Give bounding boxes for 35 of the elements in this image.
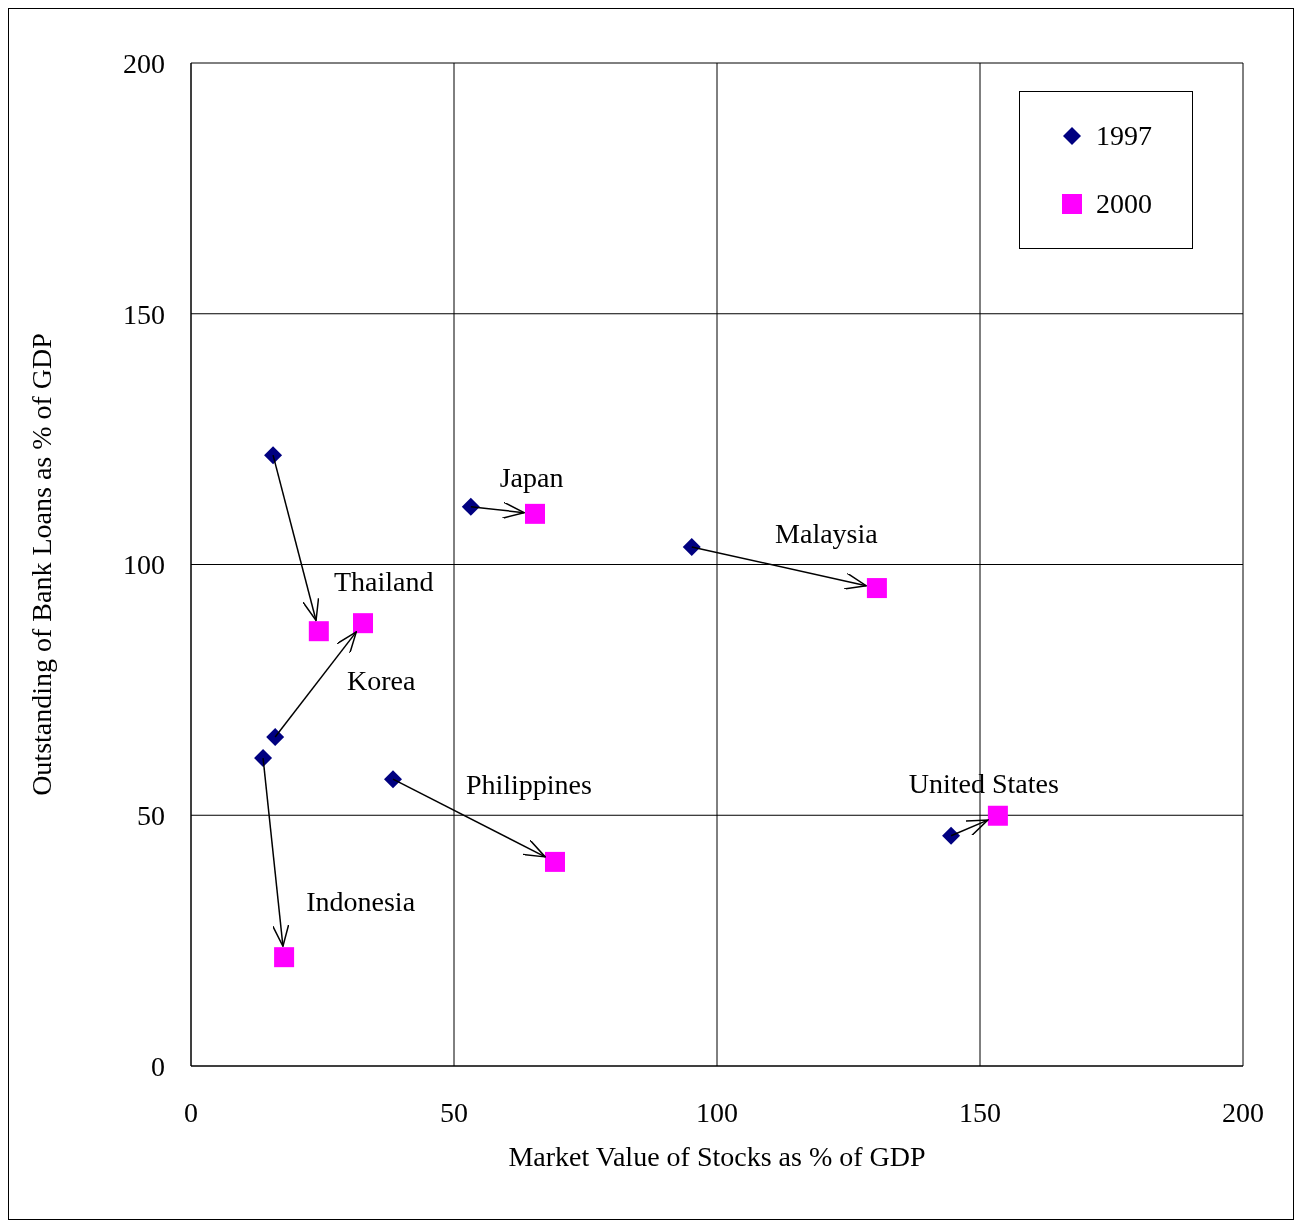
annotation: Philippines — [465, 768, 592, 800]
y-tick-label: 0 — [151, 1050, 165, 1082]
point — [544, 851, 565, 872]
y-axis-title: Outstanding of Bank Loans as % of GDP — [25, 333, 57, 796]
annotation: Thailand — [334, 566, 434, 598]
annotation: Japan — [499, 462, 564, 494]
y-tick-label: 100 — [123, 549, 165, 581]
x-tick-label: 150 — [959, 1096, 1001, 1128]
point — [866, 578, 887, 599]
y-tick-label: 200 — [123, 47, 165, 79]
point — [308, 621, 329, 642]
x-tick-label: 50 — [440, 1096, 468, 1128]
point — [383, 770, 402, 789]
point — [264, 446, 283, 465]
point — [525, 503, 545, 524]
annotation: Indonesia — [306, 885, 416, 917]
point — [254, 749, 273, 768]
x-tick-label: 100 — [696, 1096, 738, 1128]
point — [274, 947, 295, 968]
annotation: United States — [908, 768, 1059, 800]
x-axis-title: Market Value of Stocks as % of GDP — [508, 1141, 926, 1172]
y-tick-label: 50 — [137, 800, 165, 832]
point — [682, 537, 701, 556]
annotation: Malaysia — [775, 517, 879, 549]
legend-label: 1997 — [1096, 120, 1152, 152]
point — [266, 728, 285, 747]
point — [987, 805, 1008, 826]
annotation: Korea — [347, 664, 417, 696]
y-tick-label: 150 — [123, 298, 165, 330]
x-tick-label: 200 — [1222, 1096, 1264, 1128]
point — [942, 826, 961, 845]
point — [353, 613, 373, 634]
legend-label: 2000 — [1096, 188, 1152, 220]
point — [461, 497, 480, 516]
x-tick-label: 0 — [184, 1096, 198, 1128]
